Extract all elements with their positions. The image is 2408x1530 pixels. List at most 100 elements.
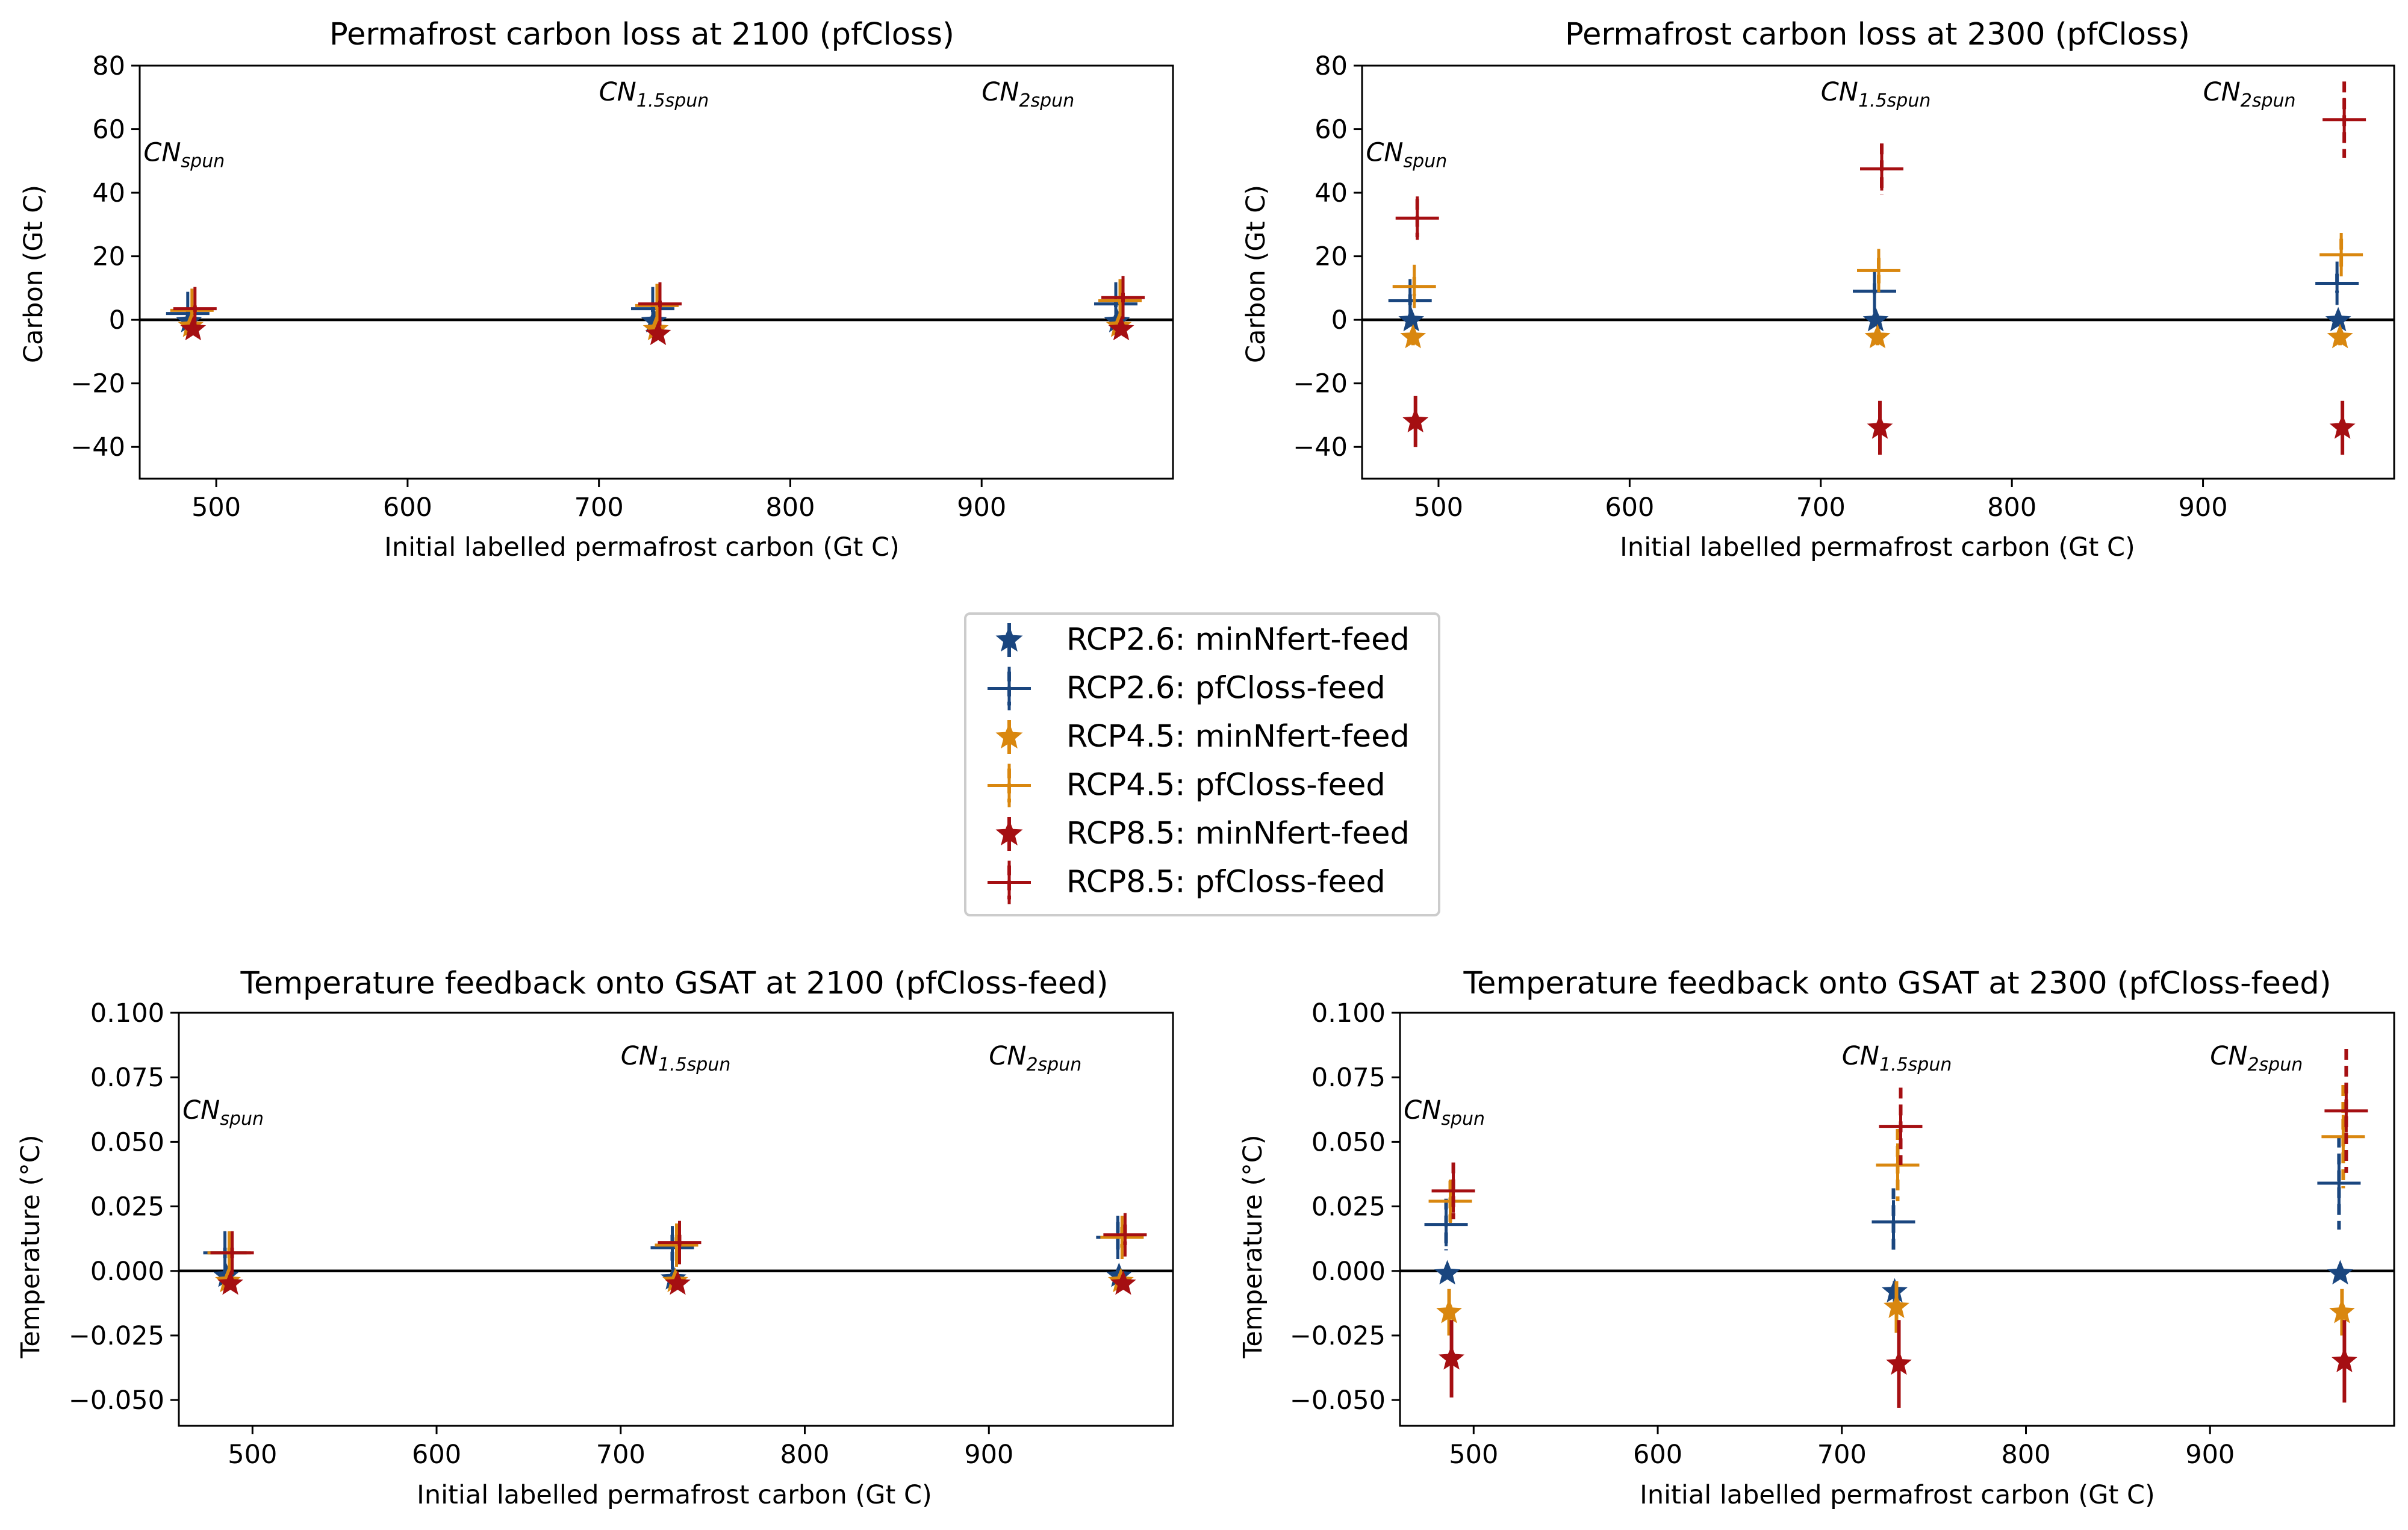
legend-entry: RCP4.5: pfCloss-feed [988, 763, 1386, 807]
star-marker [1867, 414, 1893, 439]
x-tick-label: 900 [957, 493, 1006, 523]
x-tick-label: 800 [780, 1440, 829, 1470]
x-tick-label: 900 [2179, 493, 2228, 523]
legend-label: RCP2.6: minNfert-feed [1066, 622, 1410, 658]
legend-label: RCP4.5: pfCloss-feed [1066, 768, 1386, 803]
star-marker [995, 723, 1023, 749]
y-tick-label: 0.025 [90, 1192, 164, 1222]
y-tick-label: −0.050 [1290, 1385, 1386, 1416]
star-marker [665, 1270, 691, 1295]
annotation-label: CN1.5spun [621, 1041, 731, 1075]
series-rcp8-5-pfcloss-feed [210, 1213, 1147, 1275]
series-rcp8-5-minnfert-feed [1402, 396, 2356, 455]
y-tick-label: 0.075 [90, 1063, 164, 1093]
y-tick-label: −40 [1293, 432, 1348, 462]
legend-frame [964, 612, 1440, 916]
star-marker [1886, 1350, 1912, 1375]
panel-temperature-2300: Temperature feedback onto GSAT at 2300 (… [1238, 966, 2395, 1510]
star-marker [2332, 1348, 2357, 1372]
y-tick-label: 40 [92, 178, 125, 208]
star-marker [995, 819, 1023, 846]
x-tick-label: 700 [1817, 1440, 1867, 1470]
plot-frame [138, 64, 1174, 480]
star-marker [1110, 1270, 1136, 1295]
legend-entry: RCP4.5: minNfert-feed [995, 719, 1410, 754]
annotation-label: CNspun [143, 137, 225, 172]
annotation-label: CN1.5spun [1821, 77, 1931, 111]
x-tick-label: 500 [1449, 1440, 1498, 1470]
star-marker [1884, 1293, 1909, 1319]
series-rcp8-5-minnfert-feed [1439, 1320, 2357, 1408]
star-marker [2327, 1260, 2353, 1285]
series-rcp4-5-minnfert-feed [1400, 323, 2353, 349]
star-marker [1439, 1345, 1464, 1370]
x-axis-label: Initial labelled permafrost carbon (Gt C… [1640, 1480, 2155, 1510]
y-tick-label: 0.050 [90, 1127, 164, 1157]
series-rcp4-5-pfcloss-feed [207, 1216, 1144, 1275]
y-axis-label: Carbon (Gt C) [19, 185, 49, 363]
panel-title: Temperature feedback onto GSAT at 2300 (… [1463, 966, 2331, 1001]
y-tick-label: 0 [1331, 305, 1348, 335]
x-tick-label: 500 [1414, 493, 1463, 523]
y-tick-label: 0.075 [1311, 1063, 1386, 1093]
y-tick-label: −20 [1293, 369, 1348, 399]
panel-carbon-loss-2100: Permafrost carbon loss at 2100 (pfCloss)… [19, 17, 1174, 562]
annotation-label: CNspun [182, 1095, 264, 1130]
series-rcp8-5-minnfert-feed [180, 316, 1134, 346]
legend-entry: RCP2.6: minNfert-feed [995, 622, 1410, 658]
annotation-label: CN1.5spun [599, 77, 709, 111]
legend-entry: RCP8.5: minNfert-feed [995, 816, 1410, 851]
annotation-label: CNspun [1366, 137, 1447, 172]
annotation-label: CN2spun [982, 77, 1074, 111]
y-tick-label: 0.100 [1311, 998, 1386, 1028]
star-marker [1864, 323, 1891, 349]
x-tick-label: 700 [596, 1440, 646, 1470]
annotation-label: CNspun [1404, 1095, 1485, 1130]
y-tick-label: −40 [70, 432, 125, 462]
x-axis-label: Initial labelled permafrost carbon (Gt C… [417, 1480, 932, 1510]
annotation-label: CN1.5spun [1842, 1041, 1952, 1075]
y-tick-label: 0 [109, 305, 125, 335]
star-marker [2325, 306, 2351, 332]
y-tick-label: 80 [92, 51, 125, 81]
series-rcp8-5-minnfert-feed [217, 1270, 1136, 1295]
plot-frame [1399, 1012, 2395, 1427]
y-tick-label: 0.050 [1311, 1127, 1386, 1157]
series-rcp8-5-pfcloss-feed [1395, 81, 2366, 240]
star-marker [1402, 408, 1429, 433]
x-tick-label: 800 [765, 493, 815, 523]
y-tick-label: 20 [92, 242, 125, 272]
star-marker [1108, 316, 1134, 341]
star-marker [2327, 323, 2353, 349]
series-rcp8-5-pfcloss-feed [173, 276, 1145, 331]
legend-label: RCP8.5: pfCloss-feed [1066, 865, 1386, 900]
y-tick-label: 0.000 [1311, 1257, 1386, 1287]
x-tick-label: 500 [191, 493, 241, 523]
star-marker [1436, 1298, 1462, 1323]
panel-temperature-2100: Temperature feedback onto GSAT at 2100 (… [16, 966, 1174, 1510]
legend-label: RCP2.6: pfCloss-feed [1066, 671, 1386, 706]
star-marker [180, 316, 207, 341]
x-tick-label: 600 [383, 493, 432, 523]
legend-entry: RCP2.6: pfCloss-feed [988, 667, 1386, 711]
star-marker [2329, 1298, 2355, 1323]
star-marker [217, 1270, 243, 1295]
star-marker [995, 626, 1023, 652]
series-rcp4-5-pfcloss-feed [1428, 1085, 2365, 1223]
y-tick-label: −0.025 [69, 1321, 164, 1351]
plot-frame [1361, 64, 2395, 480]
y-tick-label: −0.025 [1290, 1321, 1386, 1351]
legend-entry: RCP8.5: pfCloss-feed [988, 860, 1386, 904]
y-tick-label: 0.100 [90, 998, 164, 1028]
y-axis-label: Temperature (°C) [16, 1134, 46, 1358]
star-marker [1862, 306, 1889, 332]
x-axis-label: Initial labelled permafrost carbon (Gt C… [384, 532, 900, 562]
x-tick-label: 600 [412, 1440, 461, 1470]
annotation-label: CN2spun [2203, 77, 2296, 111]
y-tick-label: 20 [1314, 242, 1348, 272]
star-marker [1434, 1260, 1460, 1285]
series-rcp4-5-pfcloss-feed [170, 279, 1142, 332]
series-rcp2-6-pfcloss-feed [1424, 1136, 2361, 1256]
plot-frame [178, 1012, 1174, 1427]
x-tick-label: 800 [2001, 1440, 2050, 1470]
